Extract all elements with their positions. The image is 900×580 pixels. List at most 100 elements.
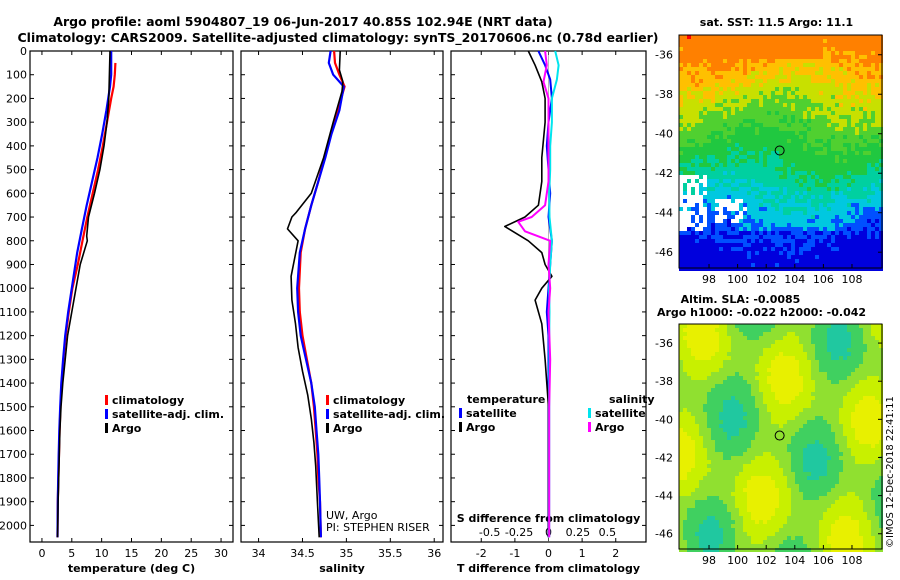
map-cell — [727, 63, 731, 67]
map-cell — [819, 83, 823, 87]
map-cell — [747, 255, 751, 259]
map-cell — [711, 251, 715, 255]
map-cell — [703, 235, 707, 239]
map-cell — [799, 364, 803, 368]
map-cell — [743, 67, 747, 71]
map-cell — [863, 51, 867, 55]
map-cell — [791, 251, 795, 255]
map-cell — [751, 344, 755, 348]
map-cell — [735, 87, 739, 91]
map-cell — [795, 183, 799, 187]
map-cell — [763, 187, 767, 191]
map-cell — [679, 408, 683, 412]
map-cell — [711, 67, 715, 71]
map-cell — [743, 155, 747, 159]
map-cell — [823, 219, 827, 223]
map-cell — [703, 263, 707, 267]
map-cell — [803, 436, 807, 440]
map-cell — [767, 227, 771, 231]
map-cell — [823, 255, 827, 259]
map-cell — [731, 163, 735, 167]
map-cell — [707, 175, 711, 179]
map-cell — [775, 247, 779, 251]
map-cell — [727, 336, 731, 340]
map-cell — [731, 408, 735, 412]
map-cell — [851, 452, 855, 456]
map-cell — [739, 151, 743, 155]
map-cell — [787, 400, 791, 404]
map-cell — [863, 255, 867, 259]
map-cell — [835, 155, 839, 159]
map-cell — [835, 215, 839, 219]
map-cell — [867, 111, 871, 115]
map-cell — [851, 420, 855, 424]
map-cell — [699, 67, 703, 71]
map-cell — [831, 251, 835, 255]
map-cell — [715, 155, 719, 159]
map-cell — [755, 336, 759, 340]
map-cell — [743, 55, 747, 59]
map-cell — [831, 396, 835, 400]
map-cell — [699, 416, 703, 420]
map-cell — [815, 408, 819, 412]
map-cell — [767, 380, 771, 384]
map-cell — [879, 135, 883, 139]
map-cell — [687, 352, 691, 356]
map-cell — [783, 71, 787, 75]
map-cell — [827, 139, 831, 143]
map-cell — [847, 39, 851, 43]
map-cell — [827, 95, 831, 99]
map-cell — [767, 39, 771, 43]
map-cell — [879, 75, 883, 79]
map-cell — [739, 392, 743, 396]
map-cell — [839, 167, 843, 171]
map-cell — [691, 344, 695, 348]
map-cell — [767, 175, 771, 179]
map-cell — [715, 456, 719, 460]
map-cell — [735, 384, 739, 388]
map-cell — [739, 47, 743, 51]
map-cell — [807, 115, 811, 119]
map-cell — [859, 223, 863, 227]
map-cell — [847, 35, 851, 39]
map-cell — [771, 55, 775, 59]
map-cell — [751, 404, 755, 408]
map-cell — [743, 123, 747, 127]
map-cell — [831, 103, 835, 107]
map-cell — [843, 352, 847, 356]
series-argo — [56, 50, 111, 538]
map-cell — [683, 432, 687, 436]
map-cell — [683, 231, 687, 235]
map-cell — [727, 135, 731, 139]
map-cell — [835, 436, 839, 440]
map-cell — [863, 179, 867, 183]
map-cell — [831, 408, 835, 412]
map-cell — [871, 151, 875, 155]
y-tick-label: 700 — [6, 211, 27, 224]
map-cell — [799, 376, 803, 380]
map-cell — [715, 416, 719, 420]
map-cell — [703, 243, 707, 247]
map-cell — [827, 388, 831, 392]
map-cell — [875, 167, 879, 171]
map-cell — [719, 87, 723, 91]
map-cell — [831, 147, 835, 151]
map-cell — [815, 416, 819, 420]
map-cell — [835, 39, 839, 43]
map-cell — [831, 87, 835, 91]
map-cell — [799, 115, 803, 119]
map-cell — [755, 380, 759, 384]
map-cell — [839, 328, 843, 332]
map-cell — [879, 115, 883, 119]
map-cell — [759, 99, 763, 103]
map-cell — [775, 344, 779, 348]
map-cell — [703, 416, 707, 420]
map-cell — [687, 91, 691, 95]
map-cell — [743, 215, 747, 219]
map-cell — [867, 159, 871, 163]
map-cell — [723, 211, 727, 215]
map-cell — [723, 235, 727, 239]
y-tick-label: 2000 — [0, 519, 27, 532]
map-cell — [719, 135, 723, 139]
map-cell — [731, 340, 735, 344]
